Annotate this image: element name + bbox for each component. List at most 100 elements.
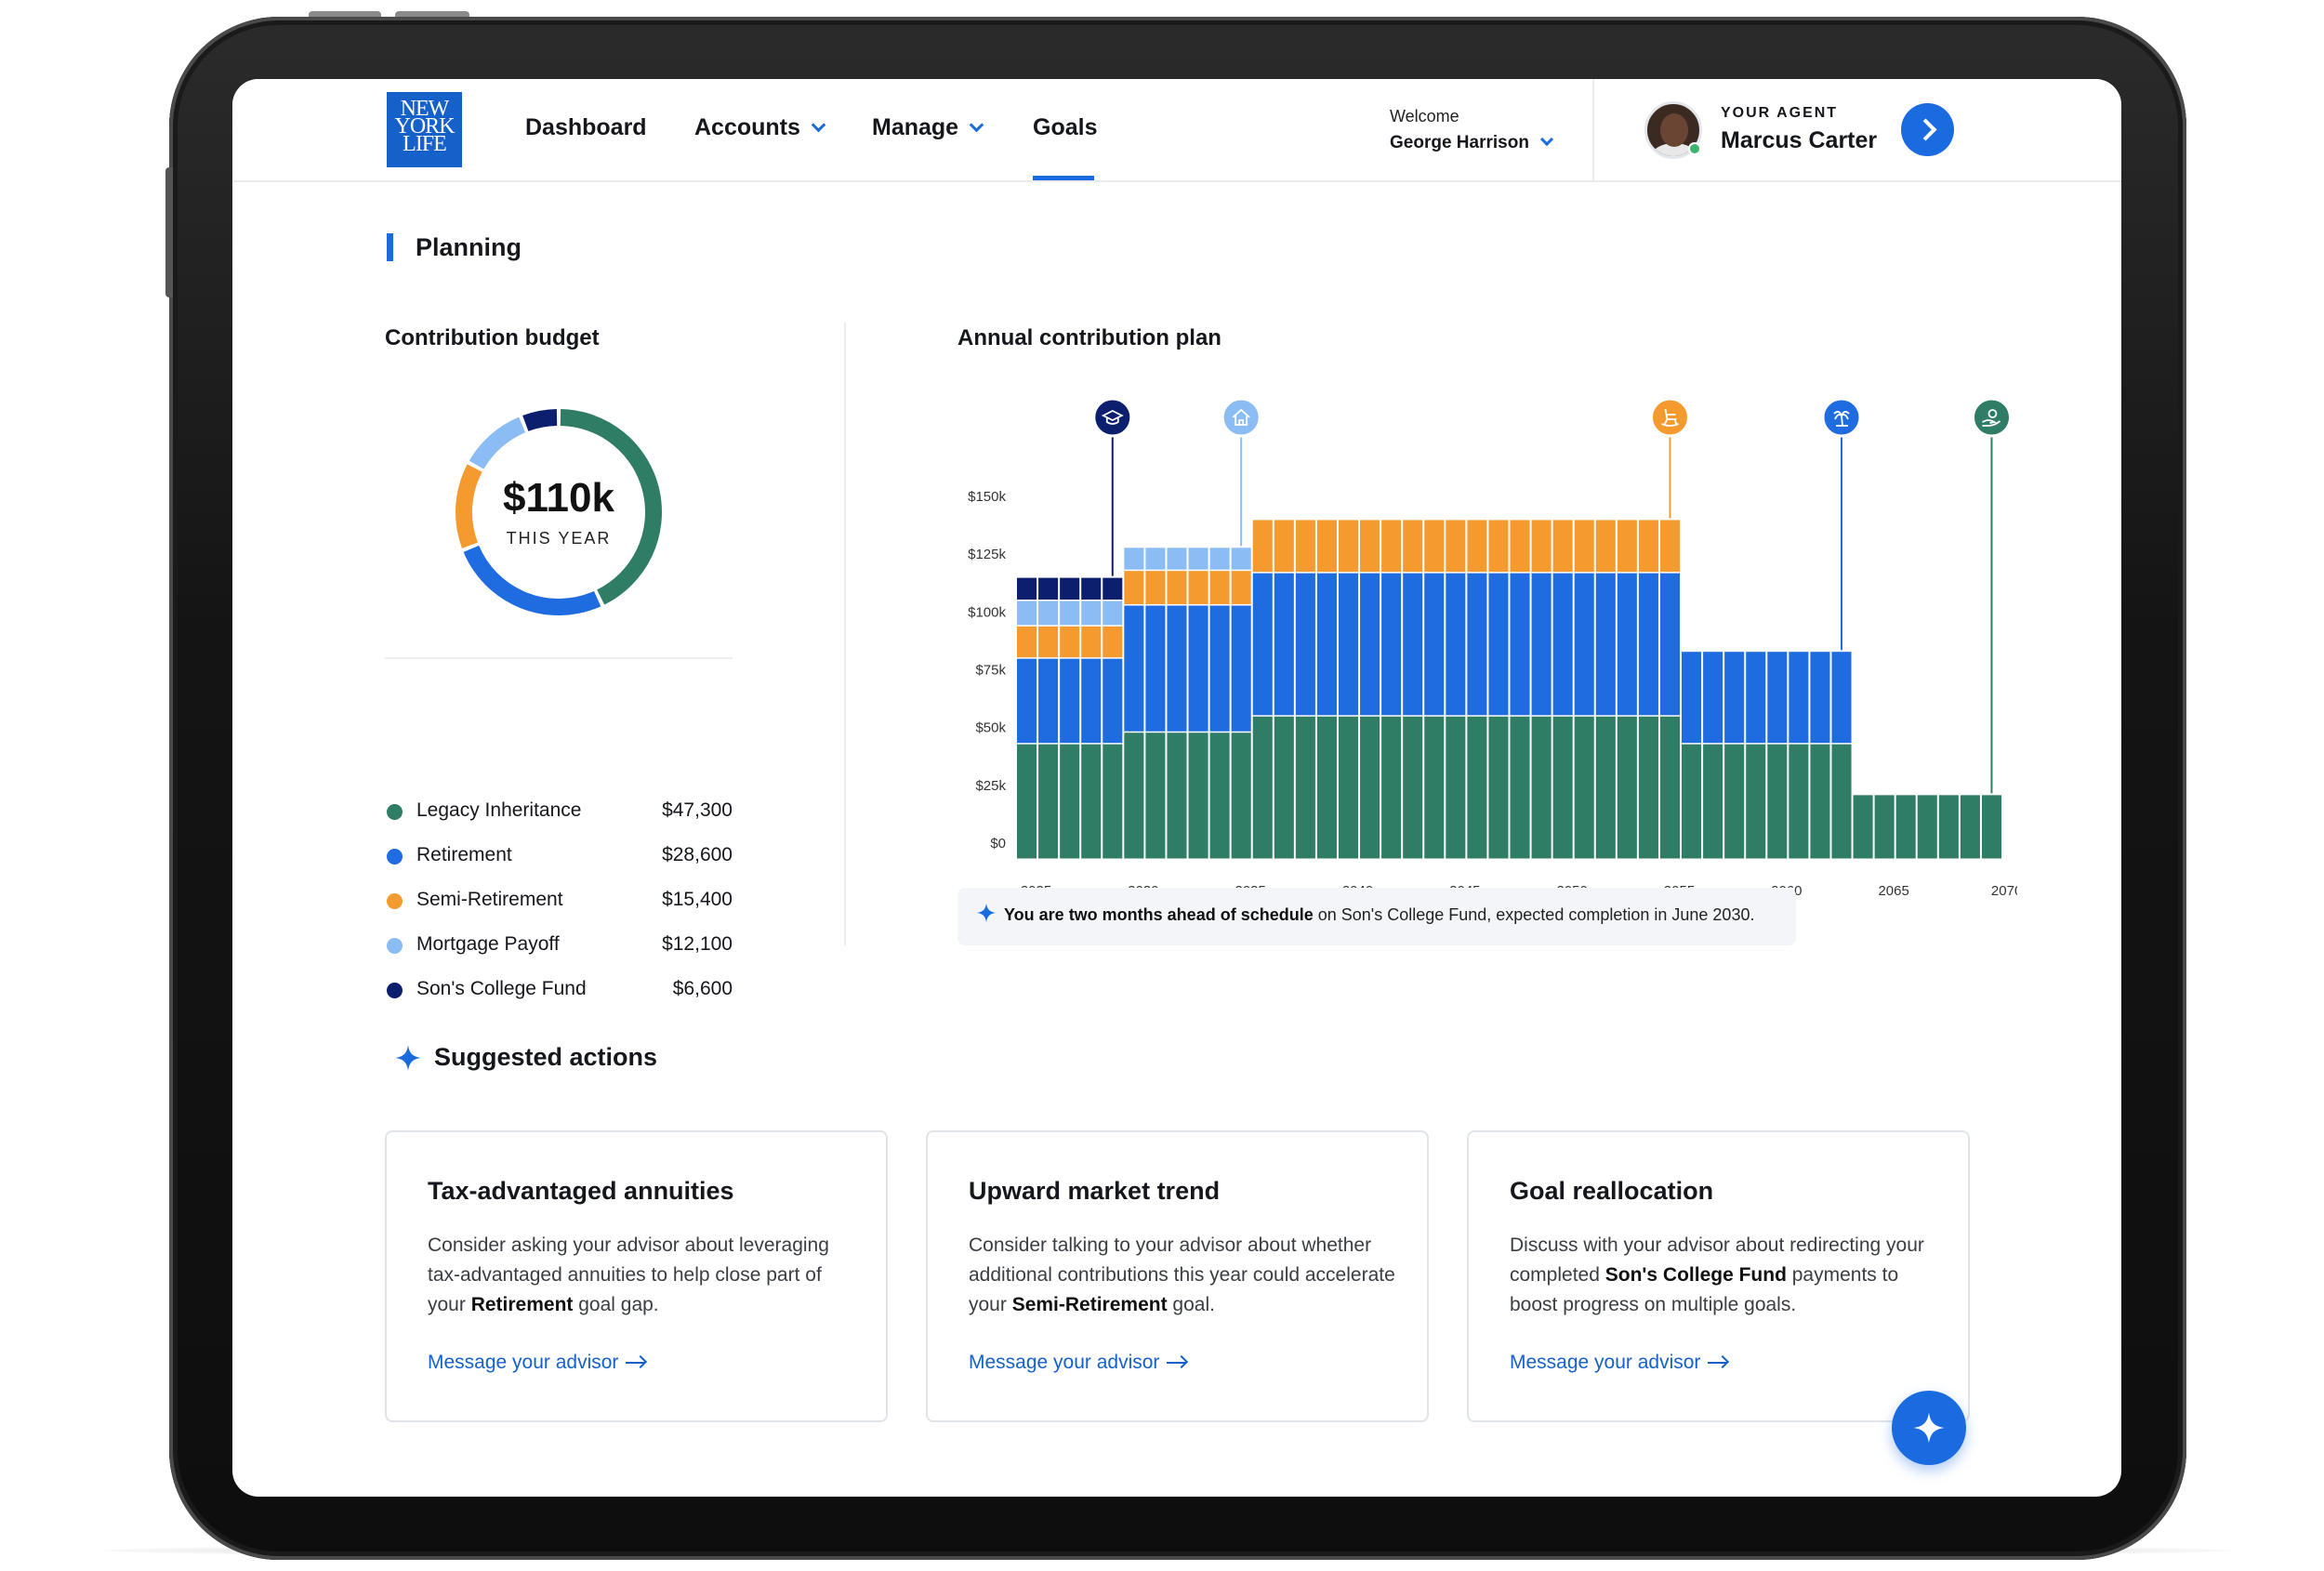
card-text: Consider talking to your advisor about w… <box>969 1234 1395 1315</box>
bar-segment <box>1060 601 1080 626</box>
bar-segment <box>1682 744 1702 859</box>
bar-segment <box>1810 744 1830 859</box>
nav-goals[interactable]: Goals <box>1033 114 1098 140</box>
bar-segment <box>1895 795 1916 859</box>
bar-segment <box>1167 605 1187 732</box>
legend-item-legacy-inheritance: Legacy Inheritance $47,300 <box>385 799 733 826</box>
welcome-label: Welcome <box>1390 107 1459 125</box>
ai-assistant-button[interactable] <box>1892 1391 1966 1465</box>
new-york-life-logo[interactable]: NEW YORK LIFE <box>387 92 462 167</box>
chevron-down-icon <box>1539 132 1554 147</box>
message-advisor-link[interactable]: Message your advisor <box>428 1352 645 1374</box>
bar-segment <box>1424 716 1445 859</box>
chart-title: Annual contribution plan <box>957 325 1221 350</box>
hand-coin-icon <box>1982 409 2001 427</box>
bar-segment <box>1231 548 1251 570</box>
bar-segment <box>1703 744 1723 859</box>
bar-segment <box>1103 626 1123 658</box>
legend-dot <box>387 804 403 820</box>
bar-segment <box>1767 744 1788 859</box>
user-menu[interactable]: George Harrison <box>1390 132 1554 153</box>
message-advisor-link[interactable]: Message your advisor <box>1510 1352 1727 1374</box>
bar-segment <box>1403 520 1423 573</box>
bar-segment <box>1188 605 1208 732</box>
bar-segment <box>1403 573 1423 716</box>
bar-segment <box>1853 795 1873 859</box>
message-advisor-link[interactable]: Message your advisor <box>969 1352 1186 1374</box>
bar-segment <box>1724 744 1745 859</box>
arrow-right-icon <box>1167 1362 1186 1364</box>
bar-segment <box>1789 744 1809 859</box>
milestone-marker[interactable] <box>1092 397 1133 438</box>
graduation-cap-icon <box>1101 409 1124 425</box>
device-side-button <box>165 167 173 297</box>
nav-accounts[interactable]: Accounts <box>694 114 826 141</box>
bar-segment <box>1531 573 1552 716</box>
nav-dashboard[interactable]: Dashboard <box>525 114 647 140</box>
logo-line: YORK <box>394 114 455 139</box>
nav-active-indicator <box>1033 176 1094 180</box>
bar-segment <box>1252 520 1273 573</box>
bar-segment <box>1209 548 1230 570</box>
bar-segment <box>1810 652 1830 744</box>
bar-segment <box>1659 520 1681 573</box>
sparkle-icon <box>395 1045 421 1071</box>
bar-segment <box>1510 520 1530 573</box>
divider <box>385 657 733 659</box>
bar-segment <box>1188 571 1208 604</box>
bar-segment <box>1017 626 1037 658</box>
milestone-marker[interactable] <box>1221 397 1261 438</box>
milestone-marker[interactable] <box>1649 397 1690 438</box>
nav-manage[interactable]: Manage <box>872 114 984 141</box>
card-title: Tax-advantaged annuities <box>428 1177 734 1205</box>
bar-segment <box>1446 573 1466 716</box>
bar-segment <box>1467 573 1487 716</box>
bar-segment <box>1403 716 1423 859</box>
legend-dot <box>387 893 403 909</box>
device-volume-button <box>309 11 381 19</box>
legend-item-mortgage-payoff: Mortgage Payoff $12,100 <box>385 932 733 960</box>
donut-segment <box>522 409 558 431</box>
bar-segment <box>1574 716 1594 859</box>
column-divider <box>844 323 846 945</box>
bar-segment <box>1659 716 1681 859</box>
bar-segment <box>1081 577 1102 600</box>
bar-segment <box>1145 571 1166 604</box>
x-tick-label: 2070 <box>1991 883 2017 899</box>
bar-segment <box>1960 795 1980 859</box>
y-tick-label: $25k <box>975 778 1006 794</box>
y-tick-label: $0 <box>990 836 1006 852</box>
annual-contribution-chart: $0$25k$50k$75k$100k$125k$150k20252030203… <box>968 397 2017 899</box>
bar-segment <box>1124 548 1144 570</box>
bar-segment <box>1552 520 1573 573</box>
bar-segment <box>1316 520 1337 573</box>
logo-line: NEW <box>400 97 450 121</box>
bar-segment <box>1060 626 1080 658</box>
bar-segment <box>1295 573 1315 716</box>
bar-segment <box>1552 573 1573 716</box>
bar-segment <box>1209 571 1230 604</box>
suggestion-card: Tax-advantaged annuities Consider asking… <box>385 1130 888 1422</box>
agent-avatar[interactable] <box>1644 101 1702 159</box>
bar-segment <box>1338 716 1359 859</box>
bar-segment <box>1167 548 1187 570</box>
rocking-chair-icon <box>1661 408 1679 427</box>
bar-segment <box>1231 605 1251 732</box>
arrow-right-icon <box>1708 1362 1727 1364</box>
bar-segment <box>1510 573 1530 716</box>
agent-chevron-right-button[interactable] <box>1901 103 1954 156</box>
bar-segment <box>1081 658 1102 744</box>
schedule-notice: You are two months ahead of schedule on … <box>957 888 1796 945</box>
bar-segment <box>1103 601 1123 626</box>
x-tick-label: 2065 <box>1878 883 1908 899</box>
header-divider <box>1592 79 1594 182</box>
contribution-donut-chart <box>456 409 662 615</box>
bar-segment <box>1552 716 1573 859</box>
bar-segment <box>1638 716 1658 859</box>
bar-segment <box>1874 795 1895 859</box>
bar-segment <box>1938 795 1959 859</box>
bar-segment <box>1038 577 1059 600</box>
bar-segment <box>1316 573 1337 716</box>
bar-segment <box>1981 795 2001 859</box>
y-tick-label: $100k <box>968 604 1006 620</box>
